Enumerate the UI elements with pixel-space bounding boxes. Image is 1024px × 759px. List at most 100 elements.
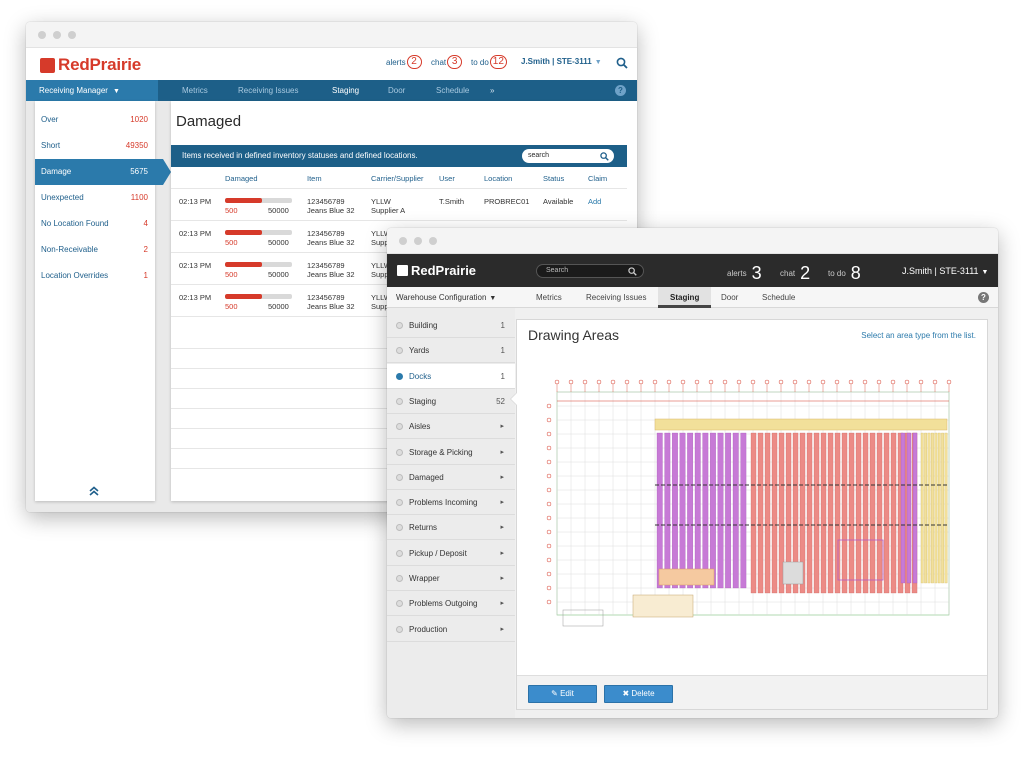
tab-receiving-issues[interactable]: Receiving Issues bbox=[238, 86, 299, 95]
row-marker bbox=[546, 515, 552, 521]
alerts-counter[interactable]: alerts 2 bbox=[386, 55, 422, 69]
sidebar-item-no-location-found[interactable]: No Location Found 4 bbox=[35, 211, 155, 237]
user-menu[interactable]: J.Smith | STE-3111 ▼ bbox=[902, 266, 988, 276]
column-header-claim[interactable]: Claim bbox=[588, 174, 608, 183]
module-dropdown[interactable]: Warehouse Configuration ▼ bbox=[396, 287, 496, 308]
sidebar-item-problems-incoming[interactable]: Problems Incoming ▸ bbox=[387, 490, 515, 516]
sidebar-item-unexpected[interactable]: Unexpected 1100 bbox=[35, 185, 155, 211]
more-tabs-icon[interactable]: » bbox=[490, 86, 495, 95]
floor-plan-annex[interactable] bbox=[632, 594, 694, 618]
sidebar-item-production[interactable]: Production ▸ bbox=[387, 617, 515, 642]
column-header-user[interactable]: User bbox=[439, 174, 455, 183]
warehouse-floor-plan[interactable] bbox=[543, 370, 963, 635]
sidebar-item-location-overrides[interactable]: Location Overrides 1 bbox=[35, 263, 155, 289]
tab-staging[interactable]: Staging bbox=[658, 287, 712, 308]
chevron-right-icon: ▸ bbox=[500, 499, 504, 507]
chevron-right-icon: ▸ bbox=[500, 549, 504, 557]
cell-status: Available bbox=[543, 197, 574, 206]
cell-supplier: Supplier A bbox=[371, 206, 406, 215]
tab-schedule[interactable]: Schedule bbox=[762, 293, 796, 302]
window-dot[interactable] bbox=[38, 31, 46, 39]
sidebar-item-non-receivable[interactable]: Non-Receivable 2 bbox=[35, 237, 155, 263]
floor-plan-staging-lane[interactable] bbox=[654, 418, 948, 431]
sidebar-item-damage[interactable]: Damage 5675 bbox=[35, 159, 171, 185]
help-icon[interactable]: ? bbox=[615, 85, 626, 96]
search-icon bbox=[600, 152, 609, 161]
sidebar-item-label: Production bbox=[409, 624, 448, 634]
global-search-input[interactable]: Search bbox=[536, 264, 644, 278]
alerts-counter[interactable]: alerts 3 bbox=[727, 260, 762, 283]
sidebar-item-wrapper[interactable]: Wrapper ▸ bbox=[387, 566, 515, 591]
storage-rack bbox=[799, 432, 806, 594]
cell-item-name: Jeans Blue 32 bbox=[307, 270, 355, 279]
chat-counter[interactable]: chat 3 bbox=[431, 55, 463, 69]
column-header-location[interactable]: Location bbox=[484, 174, 513, 183]
sidebar-item-docks[interactable]: Docks 1 bbox=[387, 363, 515, 389]
storage-rack bbox=[664, 432, 671, 589]
window-dot[interactable] bbox=[414, 237, 422, 245]
help-icon[interactable]: ? bbox=[978, 292, 989, 303]
sidebar-item-storage-picking[interactable]: Storage & Picking ▸ bbox=[387, 440, 515, 465]
alerts-count: 3 bbox=[751, 263, 762, 283]
table-toolbar: Items received in defined inventory stat… bbox=[171, 145, 627, 167]
tab-metrics[interactable]: Metrics bbox=[182, 86, 208, 95]
edit-button[interactable]: ✎ Edit bbox=[528, 685, 597, 703]
window-dot[interactable] bbox=[429, 237, 437, 245]
sidebar-item-damaged[interactable]: Damaged ▸ bbox=[387, 465, 515, 490]
storage-rack bbox=[920, 432, 924, 584]
column-header-status[interactable]: Status bbox=[543, 174, 565, 183]
sidebar-item-label: Returns bbox=[409, 523, 438, 533]
floor-plan-zone-outline[interactable] bbox=[837, 539, 884, 581]
cell-claim[interactable]: Add bbox=[588, 197, 602, 206]
damage-progress-fill bbox=[225, 198, 262, 203]
sidebar-item-staging[interactable]: Staging 52 bbox=[387, 389, 515, 414]
row-marker bbox=[546, 417, 552, 423]
column-header-item[interactable]: Item bbox=[307, 174, 322, 183]
sidebar-item-pickup-deposit[interactable]: Pickup / Deposit ▸ bbox=[387, 541, 515, 566]
double-chevron-up-icon[interactable] bbox=[89, 486, 99, 499]
sidebar-item-returns[interactable]: Returns ▸ bbox=[387, 515, 515, 541]
storage-rack bbox=[944, 432, 948, 584]
tab-metrics[interactable]: Metrics bbox=[536, 293, 562, 302]
storage-rack bbox=[912, 432, 918, 584]
floor-plan-parking[interactable] bbox=[562, 609, 604, 627]
tab-staging[interactable]: Staging bbox=[332, 86, 360, 95]
tab-door[interactable]: Door bbox=[721, 293, 739, 302]
chevron-right-icon: ▸ bbox=[500, 575, 504, 582]
storage-rack bbox=[931, 432, 934, 584]
sidebar-item-over[interactable]: Over 1020 bbox=[35, 107, 155, 133]
caret-down-icon: ▼ bbox=[489, 295, 497, 302]
column-header-damaged[interactable]: Damaged bbox=[225, 174, 258, 183]
search-icon[interactable] bbox=[616, 56, 628, 74]
window-dot[interactable] bbox=[68, 31, 76, 39]
delete-button[interactable]: ✖ Delete bbox=[604, 685, 673, 703]
sidebar-item-short[interactable]: Short 49350 bbox=[35, 133, 155, 159]
row-marker bbox=[546, 403, 552, 409]
window-dot[interactable] bbox=[53, 31, 61, 39]
todo-counter[interactable]: to do 8 bbox=[828, 260, 861, 283]
app-header: RedPrairie alerts 2 chat 3 to do 12 J.Sm… bbox=[26, 48, 637, 80]
cell-supplier: Supp bbox=[371, 302, 389, 311]
tab-schedule[interactable]: Schedule bbox=[436, 86, 470, 95]
module-dropdown[interactable]: Receiving Manager ▼ bbox=[26, 80, 158, 101]
tab-door[interactable]: Door bbox=[388, 86, 406, 95]
chat-counter[interactable]: chat 2 bbox=[780, 260, 810, 283]
floor-plan-office[interactable] bbox=[782, 561, 804, 585]
table-search-input[interactable]: search bbox=[522, 149, 614, 163]
storage-rack bbox=[834, 432, 841, 594]
storage-rack bbox=[934, 432, 938, 584]
sidebar-item-aisles[interactable]: Aisles ▸ bbox=[387, 414, 515, 440]
column-header-carrier-supplier[interactable]: Carrier/Supplier bbox=[371, 174, 424, 183]
window-dot[interactable] bbox=[399, 237, 407, 245]
storage-rack bbox=[792, 432, 799, 594]
todo-counter[interactable]: to do 12 bbox=[471, 55, 507, 69]
search-placeholder: search bbox=[528, 152, 550, 159]
sidebar-item-yards[interactable]: Yards 1 bbox=[387, 338, 515, 364]
issue-sidebar: Over 1020 Short 49350 Damage 5675 Unexpecte… bbox=[35, 101, 171, 501]
tab-receiving-issues[interactable]: Receiving Issues bbox=[586, 293, 647, 302]
floor-plan-dock-area[interactable] bbox=[658, 568, 715, 586]
user-menu[interactable]: J.Smith | STE-3111 ▼ bbox=[521, 57, 602, 66]
sidebar-item-problems-outgoing[interactable]: Problems Outgoing ▸ bbox=[387, 591, 515, 617]
sidebar-item-building[interactable]: Building 1 bbox=[387, 313, 515, 338]
sidebar-item-label: Location Overrides bbox=[41, 271, 109, 280]
